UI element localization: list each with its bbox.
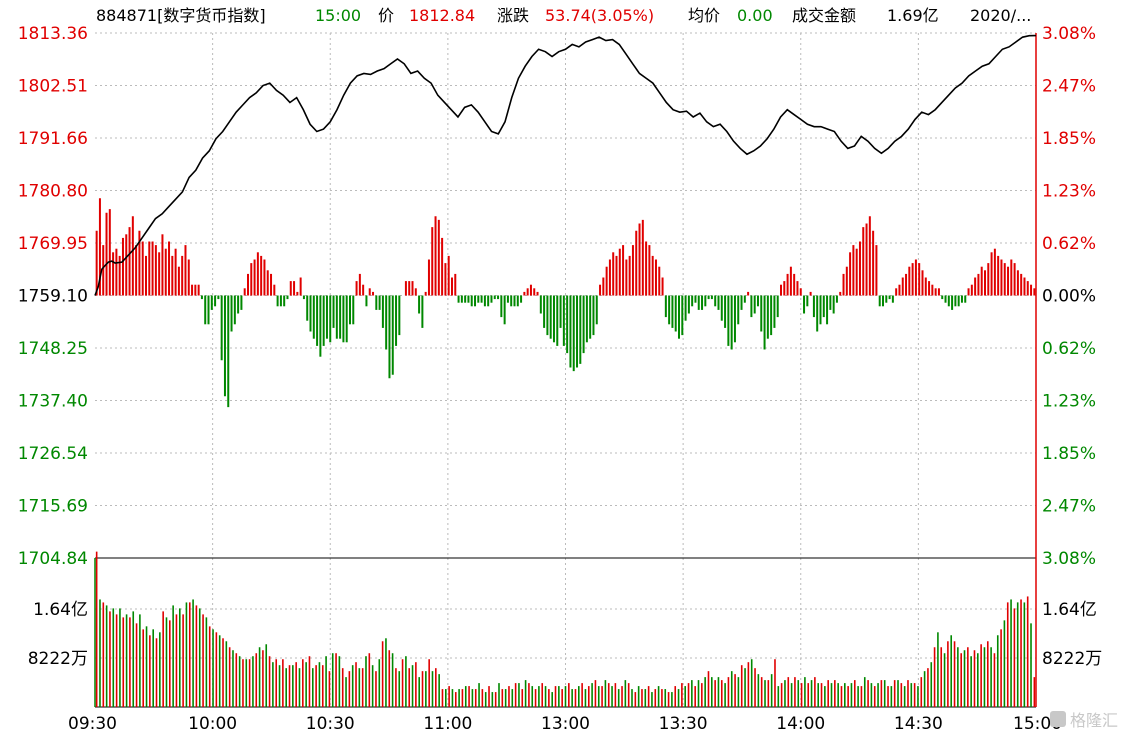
price-line-group: [94, 34, 1037, 296]
y-tick-left: 1759.10: [18, 287, 88, 307]
grid: [95, 32, 1036, 707]
y-tick-left: 1726.54: [18, 444, 88, 464]
watermark-text: 格隆汇: [1070, 711, 1118, 730]
index-code-name: 884871[数字货币指数]: [96, 6, 266, 25]
change-label: 涨跌: [497, 6, 529, 25]
price-line: [94, 34, 1037, 296]
turnover-label: 成交金额: [792, 6, 856, 25]
y-tick-left: 1715.69: [18, 497, 88, 517]
header-change: 53.74(3.05%): [545, 6, 654, 25]
chart-header: 884871[数字货币指数] 15:00 价 1812.84 涨跌 53.74(…: [96, 6, 1031, 25]
y-tick-right: 0.62%: [1042, 234, 1096, 254]
y-tick-left: 1748.25: [18, 339, 88, 359]
y-tick-right: 1.23%: [1042, 392, 1096, 412]
price-label: 价: [378, 6, 394, 25]
y-tick-left: 1737.40: [18, 392, 88, 412]
avg-label: 均价: [688, 6, 720, 25]
header-turnover: 1.69亿: [887, 6, 939, 25]
x-tick: 14:00: [776, 714, 825, 734]
volume-tick-right: 8222万: [1042, 649, 1102, 669]
y-tick-right: 0.00%: [1042, 287, 1096, 307]
volume-tick-left: 8222万: [28, 649, 88, 669]
x-tick: 09:30: [68, 714, 117, 734]
header-price: 1812.84: [409, 6, 475, 25]
watermark-logo-icon: [1050, 711, 1066, 727]
y-tick-left: 1791.66: [18, 129, 88, 149]
y-tick-left: 1769.95: [18, 234, 88, 254]
y-tick-left: 1780.80: [18, 182, 88, 202]
header-time: 15:00: [315, 6, 361, 25]
x-tick: 11:00: [423, 714, 472, 734]
x-tick: 13:00: [541, 714, 590, 734]
watermark: 格隆汇: [1050, 711, 1118, 730]
y-axis-right: 3.08% 2.47% 1.85% 1.23% 0.62% 0.00% 0.62% 1.23%…: [1042, 24, 1102, 669]
header-date: 2020/...: [970, 6, 1031, 25]
x-tick: 15:00: [1013, 714, 1062, 734]
y-tick-right: 0.62%: [1042, 339, 1096, 359]
volume-tick-right: 1.64亿: [1042, 600, 1097, 620]
y-tick-right: 3.08%: [1042, 549, 1096, 569]
change-bars: [95, 198, 1036, 408]
volume-tick-left: 1.64亿: [33, 600, 88, 620]
y-tick-left: 1813.36: [18, 24, 88, 44]
x-tick: 13:30: [659, 714, 708, 734]
x-tick: 10:30: [306, 714, 355, 734]
y-tick-right: 3.08%: [1042, 24, 1096, 44]
header-avg: 0.00: [737, 6, 773, 25]
x-axis: 09:30 10:00 10:30 11:00 13:00 13:30 14:00 14:30…: [68, 714, 1062, 734]
y-tick-right: 2.47%: [1042, 77, 1096, 97]
volume-bars: [95, 551, 1036, 707]
y-tick-right: 1.85%: [1042, 129, 1096, 149]
y-tick-right: 1.23%: [1042, 182, 1096, 202]
y-tick-left: 1802.51: [18, 77, 88, 97]
y-tick-right: 1.85%: [1042, 444, 1096, 464]
x-tick: 14:30: [894, 714, 943, 734]
y-axis-left: 1813.36 1802.51 1791.66 1780.80 1769.95 1759.…: [18, 24, 88, 669]
y-tick-right: 2.47%: [1042, 497, 1096, 517]
y-tick-left: 1704.84: [18, 549, 88, 569]
x-tick: 10:00: [188, 714, 237, 734]
